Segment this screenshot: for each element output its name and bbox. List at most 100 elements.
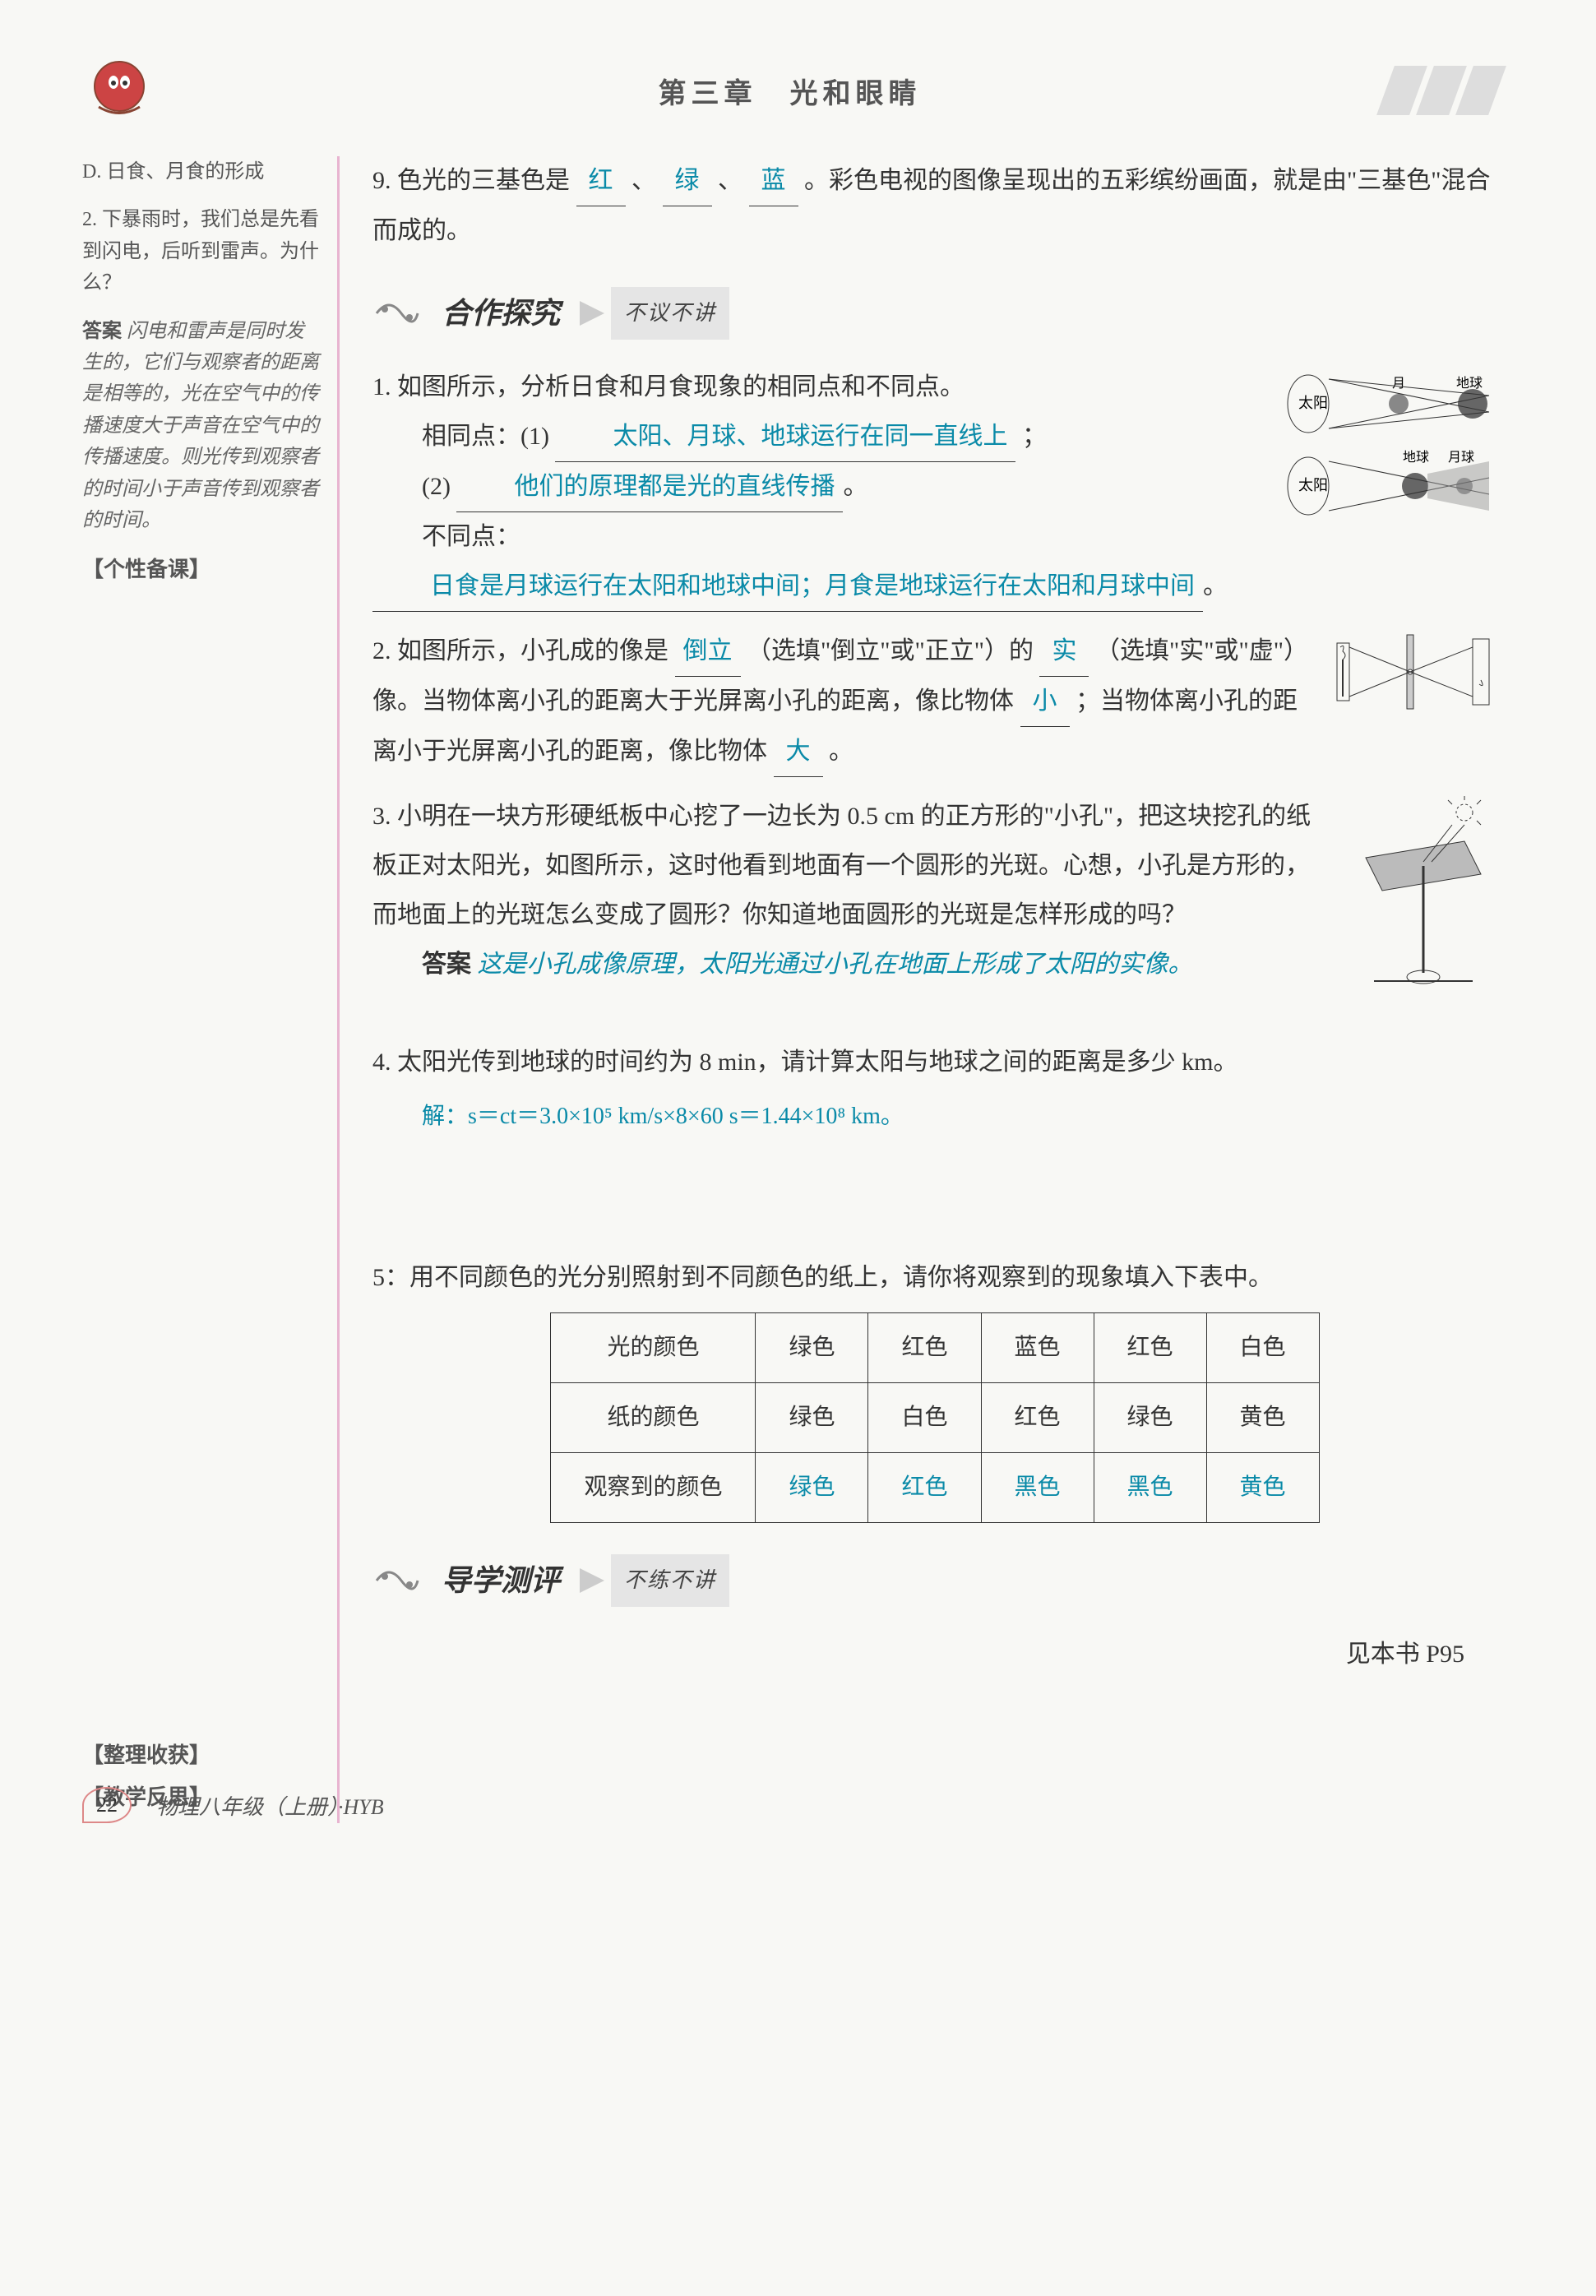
banner-swirl-icon xyxy=(372,293,422,334)
q4-solution: 解：s＝ct＝3.0×10⁵ km/s×8×60 s＝1.44×10⁸ km。 xyxy=(422,1094,1497,1140)
table-row: 观察到的颜色 绿色 红色 黑色 黑色 黄色 xyxy=(551,1453,1319,1523)
table-cell: 绿色 xyxy=(756,1313,868,1383)
q2-blank-3: 小 xyxy=(1020,677,1070,727)
table-row: 纸的颜色 绿色 白色 红色 绿色 黄色 xyxy=(551,1383,1319,1453)
table-cell: 绿色 xyxy=(756,1383,868,1453)
q9-blank-3: 蓝 xyxy=(749,156,798,206)
coop-q2-text: 2. 如图所示，小孔成的像是 倒立 （选填"倒立"或"正立"）的 实 （选填"实… xyxy=(372,627,1316,777)
banner2-title: 导学测评 xyxy=(428,1548,573,1613)
diff-blank: 日食是月球运行在太阳和地球中间；月食是地球运行在太阳和月球中间 xyxy=(372,562,1203,612)
sidebar-item-d: D. 日食、月食的形成 xyxy=(82,156,321,187)
q2-mid1: （选填"倒立"或"正立"）的 xyxy=(747,637,1034,664)
svg-text:地球: 地球 xyxy=(1456,376,1483,391)
q5-body: 5：用不同颜色的光分别照射到不同颜色的纸上，请你将观察到的现象填入下表中。 xyxy=(372,1253,1497,1303)
table-cell-ans: 红色 xyxy=(868,1453,981,1523)
banner-arrow-icon xyxy=(580,1568,604,1593)
table-cell: 白色 xyxy=(868,1383,981,1453)
chapter-title: 第三章 光和眼睛 xyxy=(659,71,922,111)
sidebar-q2: 2. 下暴雨时，我们总是先看到闪电，后听到雷声。为什么？ xyxy=(82,204,321,299)
heading-collect: 【整理收获】 xyxy=(82,1738,321,1773)
banner-assessment: 导学测评 不练不讲 xyxy=(372,1548,1497,1613)
q9-sep1: 、 xyxy=(631,167,656,194)
q2-end: 。 xyxy=(829,738,854,765)
page-number: 22 xyxy=(82,1787,132,1823)
table-cell: 观察到的颜色 xyxy=(551,1453,756,1523)
table-cell: 黄色 xyxy=(1206,1383,1319,1453)
q3-body: 3. 小明在一块方形硬纸板中心挖了一边长为 0.5 cm 的正方形的"小孔"，把… xyxy=(372,792,1333,940)
same2-label: (2) xyxy=(422,473,451,500)
svg-text:月: 月 xyxy=(1392,377,1405,391)
banner-arrow-icon xyxy=(580,301,604,326)
coop-q2: 2. 如图所示，小孔成的像是 倒立 （选填"倒立"或"正立"）的 实 （选填"实… xyxy=(372,627,1497,777)
vertical-divider xyxy=(337,156,340,1823)
table-cell: 蓝色 xyxy=(981,1313,1094,1383)
banner-swirl-icon xyxy=(372,1560,422,1601)
banner1-title: 合作探究 xyxy=(428,280,573,346)
page-header: 第三章 光和眼睛 xyxy=(82,49,1497,132)
answer-label: 答案 xyxy=(82,321,122,342)
table-cell-ans: 黄色 xyxy=(1206,1453,1319,1523)
q2-blank-4: 大 xyxy=(774,727,823,777)
table-cell-ans: 黑色 xyxy=(1094,1453,1206,1523)
same-blank-2: 他们的原理都是光的直线传播 xyxy=(456,462,843,512)
banner-cooperation: 合作探究 不议不讲 xyxy=(372,280,1497,346)
book-label: 物理八年级（上册）·HYB xyxy=(156,1790,384,1821)
q9-blank-2: 绿 xyxy=(663,156,712,206)
diff-label: 不同点： xyxy=(422,523,520,550)
coop-q3-text: 3. 小明在一块方形硬纸板中心挖了一边长为 0.5 cm 的正方形的"小孔"，把… xyxy=(372,792,1333,989)
color-table: 光的颜色 绿色 红色 蓝色 红色 白色 纸的颜色 绿色 白色 红色 绿色 黄色 xyxy=(550,1312,1319,1523)
table-cell: 红色 xyxy=(868,1313,981,1383)
q3-ans-text: 这是小孔成像原理，太阳光通过小孔在地面上形成了太阳的实像。 xyxy=(478,951,1193,978)
q3-answer: 答案 这是小孔成像原理，太阳光通过小孔在地面上形成了太阳的实像。 xyxy=(372,940,1333,989)
table-cell: 光的颜色 xyxy=(551,1313,756,1383)
svg-text:太阳: 太阳 xyxy=(1298,477,1328,493)
mascot-logo xyxy=(82,53,156,127)
header-decoration xyxy=(1386,66,1497,115)
pinhole-diagram xyxy=(1333,627,1497,734)
coop-q3: 3. 小明在一块方形硬纸板中心挖了一边长为 0.5 cm 的正方形的"小孔"，把… xyxy=(372,792,1497,1023)
svg-text:月球: 月球 xyxy=(1448,450,1474,465)
same-sep: ； xyxy=(1022,423,1047,450)
coop-q1-intro: 1. 如图所示，分析日食和月食现象的相同点和不同点。 xyxy=(372,363,1267,412)
sidebar-answer: 答案 闪电和雷声是同时发生的，它们与观察者的距离是相等的，光在空气中的传播速度大… xyxy=(82,316,321,537)
svg-text:地球: 地球 xyxy=(1403,450,1429,465)
q2-blank-1: 倒立 xyxy=(675,627,741,677)
table-cell-ans: 黑色 xyxy=(981,1453,1094,1523)
table-cell: 红色 xyxy=(981,1383,1094,1453)
q3-ans-label: 答案 xyxy=(422,951,471,978)
fig-label-sun: 太阳 xyxy=(1298,395,1328,411)
heading-prep: 【个性备课】 xyxy=(82,553,321,587)
q9-blank-1: 红 xyxy=(576,156,626,206)
coop-q1: 1. 如图所示，分析日食和月食现象的相同点和不同点。 相同点：(1) 太阳、月球… xyxy=(372,363,1497,612)
sunlight-diagram xyxy=(1349,792,1497,1023)
same-label: 相同点：(1) xyxy=(422,423,549,450)
banner2-sub: 不练不讲 xyxy=(611,1554,729,1607)
q2-pre: 2. 如图所示，小孔成的像是 xyxy=(372,637,668,664)
coop-q1-same2: (2) 他们的原理都是光的直线传播。 xyxy=(372,462,1267,512)
table-cell: 白色 xyxy=(1206,1313,1319,1383)
question-9: 9. 色光的三基色是 红 、 绿 、 蓝 。彩色电视的图像呈现出的五彩缤纷画面，… xyxy=(372,156,1497,256)
coop-q1-diff: 不同点： 日食是月球运行在太阳和地球中间；月食是地球运行在太阳和月球中间。 xyxy=(372,512,1267,612)
see-reference: 见本书 P95 xyxy=(372,1630,1497,1679)
coop-q1-text: 1. 如图所示，分析日食和月食现象的相同点和不同点。 相同点：(1) 太阳、月球… xyxy=(372,363,1267,612)
main-content: 9. 色光的三基色是 红 、 绿 、 蓝 。彩色电视的图像呈现出的五彩缤纷画面，… xyxy=(356,156,1497,1823)
sidebar-answer-text: 闪电和雷声是同时发生的，它们与观察者的距离是相等的，光在空气中的传播速度大于声音… xyxy=(82,321,319,531)
table-cell-ans: 绿色 xyxy=(756,1453,868,1523)
eclipse-diagram: 太阳 月 地球 太阳 月球 地球 xyxy=(1284,363,1497,544)
mascot-icon xyxy=(82,53,156,127)
main-layout: D. 日食、月食的形成 2. 下暴雨时，我们总是先看到闪电，后听到雷声。为什么？… xyxy=(82,156,1497,1823)
q9-pre: 9. 色光的三基色是 xyxy=(372,167,570,194)
page-footer: 22 物理八年级（上册）·HYB xyxy=(82,1787,384,1823)
table-cell: 红色 xyxy=(1094,1313,1206,1383)
q4-body: 4. 太阳光传到地球的时间约为 8 min，请计算太阳与地球之间的距离是多少 k… xyxy=(372,1038,1497,1087)
q2-blank-2: 实 xyxy=(1039,627,1089,677)
sidebar: D. 日食、月食的形成 2. 下暴雨时，我们总是先看到闪电，后听到雷声。为什么？… xyxy=(82,156,321,1823)
page-root: 第三章 光和眼睛 D. 日食、月食的形成 2. 下暴雨时，我们总是先看到闪电，后… xyxy=(0,0,1596,1872)
coop-q1-same: 相同点：(1) 太阳、月球、地球运行在同一直线上 ； xyxy=(372,412,1267,462)
banner1-sub: 不议不讲 xyxy=(611,287,729,340)
coop-q5: 5：用不同颜色的光分别照射到不同颜色的纸上，请你将观察到的现象填入下表中。 光的… xyxy=(372,1253,1497,1523)
table-cell: 绿色 xyxy=(1094,1383,1206,1453)
table-row: 光的颜色 绿色 红色 蓝色 红色 白色 xyxy=(551,1313,1319,1383)
table-cell: 纸的颜色 xyxy=(551,1383,756,1453)
same-blank-1: 太阳、月球、地球运行在同一直线上 xyxy=(555,412,1015,462)
